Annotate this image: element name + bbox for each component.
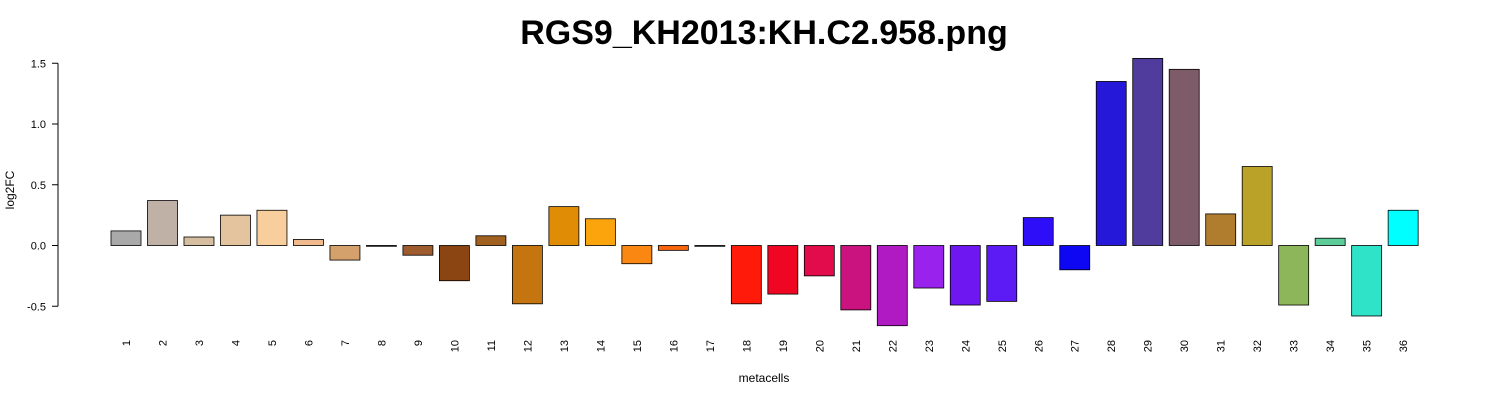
x-tick-label-16: 16 bbox=[668, 340, 680, 352]
bar-25 bbox=[986, 245, 1018, 302]
bars bbox=[110, 57, 1419, 327]
y-axis: -0.5 0.0 0.5 1.0 1.5 bbox=[27, 58, 59, 313]
x-tick-label-5: 5 bbox=[267, 340, 279, 346]
bar-15 bbox=[621, 245, 653, 265]
x-tick-label-27: 27 bbox=[1070, 340, 1082, 352]
bar-27 bbox=[1059, 245, 1091, 271]
y-axis-label: log2FC bbox=[3, 170, 17, 209]
bar-2 bbox=[147, 200, 178, 246]
x-tick-label-2: 2 bbox=[157, 340, 169, 346]
x-tick-label-28: 28 bbox=[1106, 340, 1118, 352]
x-tick-label-25: 25 bbox=[997, 340, 1009, 352]
x-axis-label: metacells bbox=[739, 371, 790, 385]
bar-30 bbox=[1168, 68, 1200, 246]
y-tick-label: 1.0 bbox=[31, 119, 46, 131]
x-tick-label-11: 11 bbox=[486, 340, 498, 351]
x-tick-label-4: 4 bbox=[230, 340, 242, 346]
bar-20 bbox=[803, 245, 835, 277]
bar-8 bbox=[366, 245, 397, 247]
bar-9 bbox=[402, 245, 434, 256]
x-tick-label-9: 9 bbox=[413, 340, 425, 346]
x-tick-label-20: 20 bbox=[814, 340, 826, 352]
x-tick-label-33: 33 bbox=[1289, 340, 1301, 352]
bar-24 bbox=[949, 245, 981, 306]
x-tick-label-32: 32 bbox=[1252, 340, 1264, 352]
x-tick-label-14: 14 bbox=[595, 340, 607, 352]
x-tick-label-1: 1 bbox=[121, 340, 133, 346]
bar-26 bbox=[1022, 217, 1054, 246]
bar-35 bbox=[1351, 245, 1383, 317]
x-tick-label-15: 15 bbox=[632, 340, 644, 352]
bar-13 bbox=[548, 206, 580, 246]
x-tick-label-23: 23 bbox=[924, 340, 936, 352]
bar-32 bbox=[1241, 166, 1273, 246]
bar-14 bbox=[584, 218, 616, 246]
x-tick-label-35: 35 bbox=[1362, 340, 1374, 352]
x-tick-label-26: 26 bbox=[1033, 340, 1045, 352]
x-tick-label-34: 34 bbox=[1325, 340, 1337, 352]
bar-23 bbox=[913, 245, 945, 289]
bar-12 bbox=[511, 245, 543, 305]
x-tick-label-22: 22 bbox=[887, 340, 899, 352]
bar-33 bbox=[1278, 245, 1310, 306]
bar-11 bbox=[475, 235, 507, 246]
x-tick-label-8: 8 bbox=[376, 340, 388, 346]
x-tick-label-10: 10 bbox=[449, 340, 461, 352]
bar-6 bbox=[293, 239, 324, 246]
bar-16 bbox=[657, 245, 689, 251]
x-tick-label-7: 7 bbox=[340, 340, 352, 346]
y-tick-label: 0.5 bbox=[31, 180, 46, 192]
x-tick-label-36: 36 bbox=[1398, 340, 1410, 352]
bar-28 bbox=[1095, 81, 1127, 246]
y-tick-label: 0.0 bbox=[31, 241, 46, 253]
bar-36 bbox=[1387, 209, 1419, 246]
bar-34 bbox=[1314, 237, 1346, 246]
bar-29 bbox=[1132, 57, 1164, 246]
chart-title: RGS9_KH2013:KH.C2.958.png bbox=[520, 14, 1008, 52]
bar-31 bbox=[1205, 213, 1237, 246]
x-tick-label-18: 18 bbox=[741, 340, 753, 352]
bar-21 bbox=[840, 245, 872, 311]
x-tick-labels: 1 2 3 4 5 6 7 8 9 10 11 12 13 14 15 16 17 18 19 20 21 22 23 24 2… bbox=[121, 340, 1410, 352]
y-tick-label: -0.5 bbox=[27, 301, 46, 313]
bar-17 bbox=[694, 245, 726, 247]
bar-5 bbox=[256, 209, 288, 246]
bar-1 bbox=[110, 230, 142, 246]
x-tick-label-3: 3 bbox=[194, 340, 206, 346]
bar-4 bbox=[220, 214, 251, 246]
x-tick-label-30: 30 bbox=[1179, 340, 1191, 352]
x-tick-label-24: 24 bbox=[960, 340, 972, 352]
x-tick-label-17: 17 bbox=[705, 340, 717, 352]
x-tick-label-29: 29 bbox=[1143, 340, 1155, 352]
x-tick-label-21: 21 bbox=[851, 340, 863, 352]
x-tick-label-13: 13 bbox=[559, 340, 571, 352]
bar-19 bbox=[767, 245, 799, 295]
y-tick-label: 1.5 bbox=[31, 58, 46, 70]
bar-7 bbox=[329, 245, 361, 261]
x-tick-label-19: 19 bbox=[778, 340, 790, 352]
bar-22 bbox=[876, 245, 908, 327]
x-tick-label-6: 6 bbox=[303, 340, 315, 346]
bar-18 bbox=[730, 245, 762, 305]
bar-10 bbox=[439, 245, 470, 282]
x-tick-label-31: 31 bbox=[1216, 340, 1228, 352]
bar-3 bbox=[183, 236, 215, 246]
x-tick-label-12: 12 bbox=[522, 340, 534, 352]
